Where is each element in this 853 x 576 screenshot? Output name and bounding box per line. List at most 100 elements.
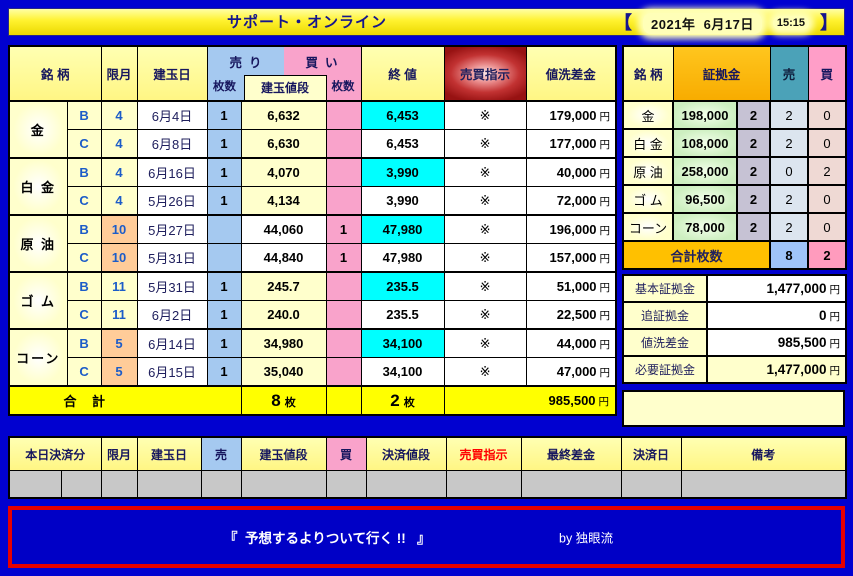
- margin-panel-table: 銘 柄 証拠金 売 買 金 198,000 2 2 0 白 金 108,000 …: [621, 45, 848, 270]
- open-price-cell: 44,840: [240, 243, 327, 273]
- buy-count-cell: 1: [325, 214, 362, 244]
- order-flag-cell[interactable]: ※: [443, 186, 527, 216]
- sell-lots: 2: [769, 184, 810, 214]
- total-label: 合 計: [8, 385, 242, 416]
- empty-cell: [365, 470, 447, 499]
- sell-count-cell: 1: [206, 357, 242, 387]
- empty-cell: [680, 470, 847, 499]
- sell-lots: 2: [769, 100, 810, 130]
- header-sell-count: 枚数: [213, 81, 237, 93]
- yen-unit: 円: [599, 366, 611, 379]
- order-instruction-button[interactable]: 売買指示: [443, 45, 527, 102]
- summary-row: 基本証拠金 1,477,000 円: [622, 274, 847, 303]
- sell-count-cell: 1: [206, 129, 242, 159]
- commodity-name: 原 油: [622, 156, 674, 186]
- yen-unit: 円: [599, 224, 611, 237]
- header-final-diff: 最終差金: [520, 436, 622, 471]
- summary-label: 追証拠金: [622, 301, 708, 330]
- yen-unit: 円: [599, 195, 611, 208]
- bc-cell: B: [66, 271, 102, 301]
- buy-lots: 0: [807, 100, 848, 130]
- lots-total-sell: 8: [769, 240, 810, 270]
- header-today-settlement: 本日決済分: [8, 436, 102, 471]
- header-order-instruction: 売買指示: [445, 436, 522, 471]
- header-settlement-price: 決済値段: [365, 436, 447, 471]
- buy-count-cell: [325, 300, 362, 330]
- diff-value: 47,000: [556, 363, 597, 379]
- diff-value: 40,000: [556, 164, 597, 180]
- margin-row: 白 金 108,000 2 2 0: [622, 128, 848, 158]
- margin-value: 78,000: [672, 212, 738, 242]
- close-price-cell: 47,980: [360, 214, 445, 244]
- month-cell: 4: [100, 157, 138, 187]
- month-cell: 4: [100, 186, 138, 216]
- header-settlement-date: 決済日: [620, 436, 682, 471]
- empty-cell: [445, 470, 522, 499]
- header-sell-buy-block: 売 り 枚数 買 い 枚数 建玉値段: [206, 45, 362, 102]
- open-date-cell: 6月8日: [136, 129, 208, 159]
- buy-count-cell: [325, 271, 362, 301]
- month-cell: 11: [100, 271, 138, 301]
- order-flag-cell[interactable]: ※: [443, 100, 527, 130]
- header-buy: 買: [807, 45, 847, 102]
- summary-row: 値洗差金 985,500 円: [622, 328, 847, 357]
- lots-per: 2: [735, 156, 772, 186]
- header-position-price: 建玉値段: [243, 75, 327, 100]
- commodity-name: 白 金: [8, 157, 68, 216]
- header-sell: 売: [769, 45, 809, 102]
- diff-value: 177,000: [549, 135, 597, 151]
- month-cell: 10: [100, 214, 138, 244]
- open-date-cell: 6月14日: [136, 328, 208, 358]
- order-flag-cell[interactable]: ※: [443, 129, 527, 159]
- yen-unit: 円: [599, 338, 611, 351]
- close-price-cell: 235.5: [360, 300, 445, 330]
- summary-value-cell: 1,477,000 円: [706, 355, 847, 384]
- diff-value: 157,000: [549, 249, 597, 265]
- mtm-diff-cell: 179,000 円: [525, 100, 617, 130]
- open-date-cell: 5月26日: [136, 186, 208, 216]
- header-buy-count: 枚数: [331, 81, 355, 93]
- mtm-diff-cell: 157,000 円: [525, 243, 617, 273]
- sell-count-cell: 1: [206, 328, 242, 358]
- header-margin: 証拠金: [672, 45, 771, 102]
- empty-panel-box: [622, 390, 845, 427]
- margin-header-row: 銘 柄 証拠金 売 買: [622, 45, 847, 102]
- yen-unit: 円: [599, 252, 611, 265]
- close-price-cell: 235.5: [360, 271, 445, 301]
- order-flag-cell[interactable]: ※: [443, 300, 527, 330]
- buy-count-cell: [325, 100, 362, 130]
- empty-cell: [520, 470, 622, 499]
- commodity-name: 原 油: [8, 214, 68, 273]
- commodity-name: 白 金: [622, 128, 674, 158]
- order-flag-cell[interactable]: ※: [443, 157, 527, 187]
- sell-count-cell: 1: [206, 271, 242, 301]
- date-group: 【 2021年 6月17日 15:15 】: [614, 9, 838, 37]
- commodity-name: ゴ ム: [622, 184, 674, 214]
- header-meigara: 銘 柄: [8, 45, 102, 102]
- order-flag-cell[interactable]: ※: [443, 243, 527, 273]
- sell-count-cell: [206, 214, 242, 244]
- header-meigara: 銘 柄: [622, 45, 674, 102]
- yen-unit: 円: [598, 395, 610, 408]
- lots-total-label: 合計枚数: [621, 240, 772, 270]
- positions-header-row: 銘 柄 限月 建玉日 売 り 枚数 買 い 枚数 建玉値段 終 値 売買指示 値…: [8, 45, 617, 102]
- commodity-name: ゴ ム: [8, 271, 68, 330]
- order-flag-cell[interactable]: ※: [443, 328, 527, 358]
- close-price-cell: 34,100: [360, 357, 445, 387]
- close-price-cell: 3,990: [360, 157, 445, 187]
- buy-lots: 0: [807, 212, 848, 242]
- bc-cell: B: [66, 157, 102, 187]
- mtm-diff-cell: 72,000 円: [525, 186, 617, 216]
- close-price-cell: 34,100: [360, 328, 445, 358]
- order-flag-cell[interactable]: ※: [443, 271, 527, 301]
- close-price-cell: 3,990: [360, 186, 445, 216]
- order-flag-cell[interactable]: ※: [443, 357, 527, 387]
- summary-value: 985,500: [777, 334, 827, 350]
- position-row: C 5 6月15日 1 35,040 34,100 ※ 47,000 円: [9, 357, 617, 387]
- commodity-name: コーン: [8, 328, 68, 387]
- yen-unit: 円: [599, 138, 611, 151]
- sell-count-cell: 1: [206, 186, 242, 216]
- order-flag-cell[interactable]: ※: [443, 214, 527, 244]
- mtm-diff-cell: 22,500 円: [525, 300, 617, 330]
